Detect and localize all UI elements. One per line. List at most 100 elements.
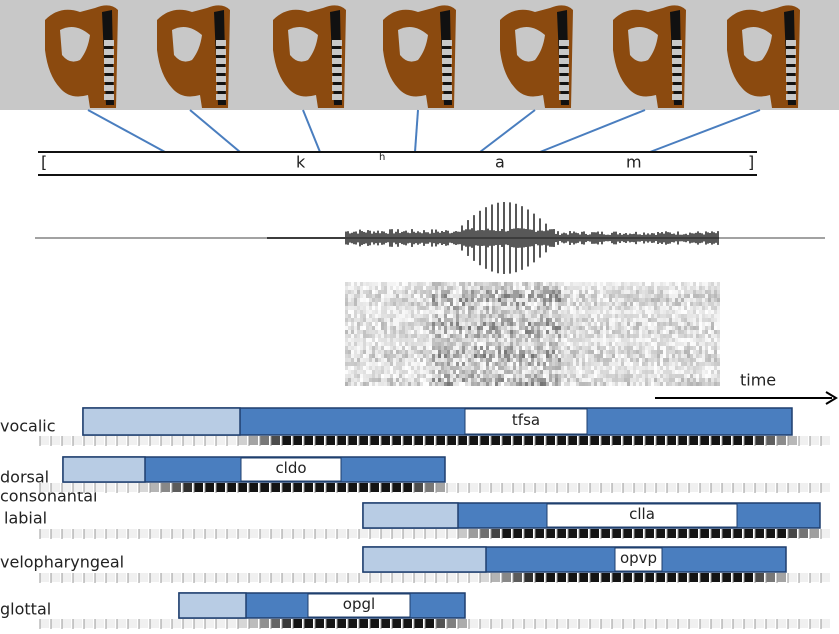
spec-cell [351,334,354,338]
spec-cell [648,350,651,354]
activation-cell [249,483,258,492]
spec-cell [597,326,600,330]
spec-cell [363,362,366,366]
spec-cell [543,322,546,326]
spec-cell [384,358,387,362]
spec-cell [477,374,480,378]
activation-cell [491,573,500,582]
spec-cell [561,310,564,314]
spec-cell [603,366,606,370]
spec-cell [477,282,480,286]
spec-cell [375,374,378,378]
spec-cell [669,338,672,342]
spec-cell [354,366,357,370]
gestural-score: [ k h a m ] time consonantal vocalictfsa… [0,0,839,630]
spec-cell [648,298,651,302]
spec-cell [669,346,672,350]
spec-cell [456,334,459,338]
spec-cell [681,338,684,342]
spec-cell [591,358,594,362]
vertebra [672,67,682,73]
spec-cell [354,378,357,382]
spec-cell [534,382,537,386]
spec-cell [567,326,570,330]
spec-cell [711,362,714,366]
spec-cell [408,350,411,354]
spec-cell [669,358,672,362]
spec-cell [459,318,462,322]
spec-cell [648,290,651,294]
spec-cell [636,298,639,302]
activation-cell [84,436,93,445]
spec-cell [567,334,570,338]
spec-cell [684,294,687,298]
spec-cell [447,314,450,318]
spec-cell [369,374,372,378]
spec-cell [651,306,654,310]
activation-cell [810,529,819,538]
spec-cell [603,298,606,302]
activation-cell [810,483,819,492]
spec-cell [480,370,483,374]
spec-cell [708,358,711,362]
spec-cell [489,290,492,294]
spec-cell [714,338,717,342]
spec-cell [567,370,570,374]
spec-cell [492,370,495,374]
spec-cell [492,374,495,378]
vertebra [672,85,682,91]
spec-cell [432,282,435,286]
spec-cell [660,370,663,374]
spec-cell [636,314,639,318]
spec-cell [453,382,456,386]
spec-cell [501,310,504,314]
spec-cell [348,298,351,302]
spec-cell [420,362,423,366]
spec-cell [531,362,534,366]
spec-cell [666,374,669,378]
spec-cell [555,338,558,342]
spec-cell [624,342,627,346]
spec-cell [570,338,573,342]
activation-cell [326,573,335,582]
spec-cell [669,306,672,310]
spec-cell [642,326,645,330]
spec-cell [600,298,603,302]
spec-cell [684,362,687,366]
spec-cell [636,346,639,350]
spec-cell [573,378,576,382]
spec-cell [537,350,540,354]
spec-cell [354,342,357,346]
spec-cell [480,342,483,346]
spec-cell [630,362,633,366]
spec-cell [408,342,411,346]
spec-cell [459,326,462,330]
spec-cell [681,342,684,346]
spec-cell [702,318,705,322]
spec-cell [447,306,450,310]
spec-cell [378,286,381,290]
spec-cell [405,374,408,378]
spec-cell [432,382,435,386]
spec-cell [621,366,624,370]
spec-cell [465,334,468,338]
spec-cell [573,334,576,338]
spec-cell [564,354,567,358]
spec-cell [642,286,645,290]
spec-cell [402,302,405,306]
spec-cell [549,294,552,298]
spec-cell [618,298,621,302]
spec-cell [366,286,369,290]
spec-cell [597,310,600,314]
activation-cell [227,619,236,628]
spec-cell [462,326,465,330]
spec-cell [510,374,513,378]
spec-cell [468,378,471,382]
spec-cell [690,326,693,330]
spec-cell [705,374,708,378]
spec-cell [510,286,513,290]
onset-phase [179,593,246,618]
spec-cell [423,310,426,314]
spec-cell [582,362,585,366]
spec-cell [576,358,579,362]
